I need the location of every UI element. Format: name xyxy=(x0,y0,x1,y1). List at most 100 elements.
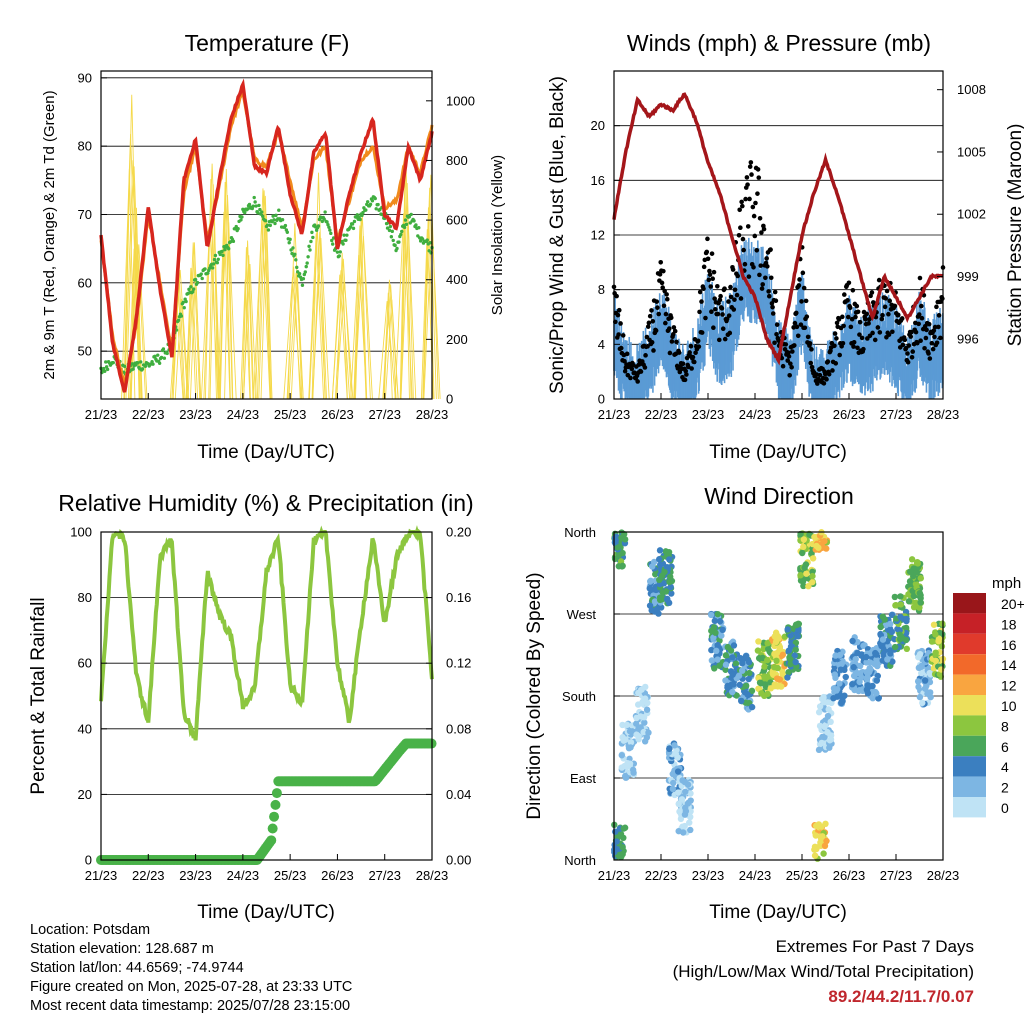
winds-xtick-label: 27/23 xyxy=(880,407,913,422)
dewpoint-point xyxy=(397,240,401,244)
dewpoint-point xyxy=(252,195,256,200)
gust-point xyxy=(877,330,883,335)
direction-point xyxy=(916,693,924,701)
direction-point xyxy=(744,691,751,698)
speed-legend-swatch xyxy=(953,776,986,797)
direction-point xyxy=(774,649,782,656)
gust-point xyxy=(738,296,744,301)
gust-point xyxy=(676,350,682,355)
direction-point xyxy=(800,582,807,590)
gust-point xyxy=(931,328,937,333)
direction-point xyxy=(887,650,894,657)
gust-point xyxy=(869,290,875,295)
direction-point xyxy=(803,570,810,577)
direction-point xyxy=(724,643,732,651)
gust-point xyxy=(796,283,802,288)
solar-insolation-spike xyxy=(422,187,437,400)
temperature-xtick-label: 21/23 xyxy=(85,407,118,422)
gust-point xyxy=(655,305,660,310)
direction-point xyxy=(667,573,674,581)
gust-point xyxy=(645,344,650,349)
solar-insolation-spike xyxy=(336,252,348,400)
dewpoint-point xyxy=(310,230,314,235)
humidity-frame xyxy=(100,531,433,861)
gust-point xyxy=(656,311,662,317)
gust-point xyxy=(719,306,725,311)
direction-point xyxy=(873,677,881,684)
gust-point xyxy=(787,372,792,378)
dewpoint-point xyxy=(103,369,107,373)
direction-point xyxy=(850,672,858,680)
dewpoint-point xyxy=(305,261,309,265)
solar-insolation-spike xyxy=(189,269,202,400)
dewpoint-point xyxy=(330,238,334,243)
gust-point xyxy=(701,264,707,270)
solar-insolation-spike xyxy=(400,183,414,400)
gust-point xyxy=(859,335,865,341)
dewpoint-point xyxy=(335,250,340,254)
gust-point xyxy=(666,326,672,331)
direction-point xyxy=(742,652,750,660)
direction-point xyxy=(921,677,929,684)
direction-point xyxy=(863,653,870,661)
direction-point xyxy=(641,738,649,745)
gust-point xyxy=(713,306,718,312)
dewpoint-point xyxy=(361,210,365,215)
dewpoint-point xyxy=(345,233,349,237)
gust-point xyxy=(791,343,797,348)
direction-point xyxy=(910,603,918,611)
direction-point xyxy=(626,728,634,735)
humidity-y2-ticks: 0.00 0.04 0.08 0.12 0.16 0.20 xyxy=(426,525,471,868)
gust-point xyxy=(716,337,722,343)
gust-point xyxy=(757,215,763,221)
direction-point xyxy=(849,637,856,645)
gust-point xyxy=(720,312,725,317)
winds-xtick-label: 23/23 xyxy=(692,407,725,422)
gust-point xyxy=(653,328,659,333)
direction-point xyxy=(667,583,674,591)
direction-point xyxy=(869,682,876,690)
gust-point xyxy=(855,345,860,351)
gust-point xyxy=(836,317,842,322)
direction-point xyxy=(787,656,794,663)
direction-point xyxy=(825,706,832,713)
speed-legend-swatch xyxy=(953,797,986,818)
temperature-xlabel: Time (Day/UTC) xyxy=(197,442,335,463)
winds-xtick-label: 28/23 xyxy=(927,407,960,422)
solar-insolation-spike xyxy=(185,267,197,400)
temperature-x-ticks: 21/23 22/23 23/23 24/23 25/23 26/23 27/23 28/23 xyxy=(85,393,448,422)
dewpoint-point xyxy=(184,299,188,304)
dewpoint-point xyxy=(368,202,373,207)
dewpoint-point xyxy=(293,252,297,256)
direction-point xyxy=(887,620,894,628)
direction-point xyxy=(681,822,688,830)
direction-point xyxy=(714,656,721,663)
gust-point xyxy=(932,324,938,330)
gust-point xyxy=(917,312,922,317)
dewpoint-point xyxy=(243,210,247,215)
gust-point xyxy=(697,289,703,295)
direction-point xyxy=(826,737,834,744)
gust-point xyxy=(737,207,742,213)
gust-point xyxy=(895,312,901,318)
gust-point xyxy=(918,338,923,343)
dewpoint-point xyxy=(400,229,404,234)
dewpoint-point xyxy=(199,272,203,276)
dewpoint-point xyxy=(162,356,167,360)
dewpoint-point xyxy=(409,212,413,217)
direction-xtick-label: 22/23 xyxy=(645,868,678,883)
dewpoint-point xyxy=(131,367,135,371)
gust-point xyxy=(794,324,800,330)
direction-point xyxy=(833,685,841,693)
direction-point xyxy=(765,645,772,653)
gust-point xyxy=(674,339,679,345)
gust-point xyxy=(910,349,916,354)
dewpoint-point xyxy=(181,300,185,304)
gust-point xyxy=(740,203,745,209)
direction-point xyxy=(792,658,799,666)
direction-point xyxy=(722,661,730,668)
gust-point xyxy=(705,256,711,262)
direction-point xyxy=(849,681,856,688)
direction-point xyxy=(761,663,768,670)
dewpoint-point xyxy=(200,276,204,281)
